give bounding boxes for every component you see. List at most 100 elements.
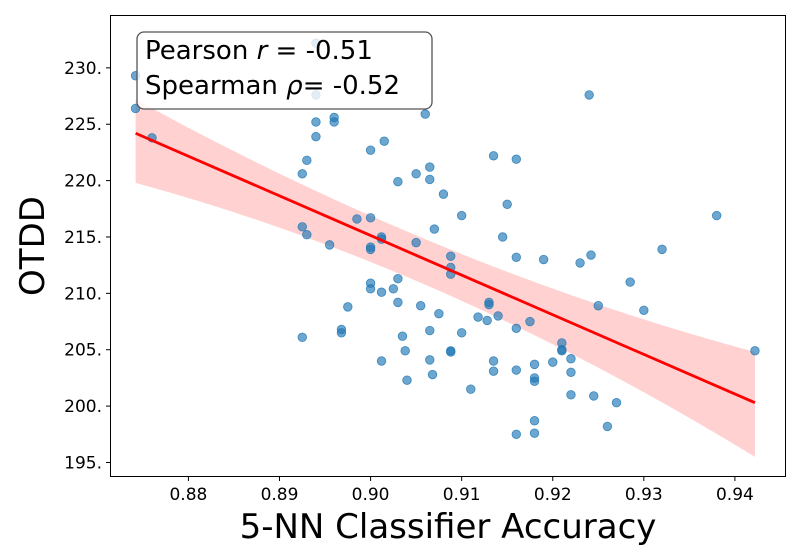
data-point — [365, 213, 376, 223]
y-tick-label: 195. — [64, 453, 102, 473]
data-point — [376, 356, 387, 366]
data-point — [411, 237, 421, 248]
y-axis-label: OTDD — [13, 196, 53, 296]
data-point — [388, 284, 399, 294]
y-tick-label: 205. — [64, 341, 102, 361]
data-point — [336, 328, 347, 338]
data-point — [548, 357, 558, 367]
data-point — [538, 254, 549, 265]
x-tick-label: 0.91 — [443, 485, 481, 505]
data-point — [529, 428, 540, 438]
data-point — [324, 240, 335, 250]
x-tick-label: 0.92 — [534, 485, 572, 505]
confidence-band — [135, 99, 755, 457]
y-tick-label: 210. — [64, 284, 102, 304]
data-point — [393, 297, 403, 308]
data-point — [329, 117, 339, 127]
data-point — [511, 154, 522, 164]
data-point — [297, 222, 307, 232]
data-point — [311, 131, 321, 142]
data-point — [502, 199, 512, 209]
data-point — [376, 287, 387, 297]
data-point — [511, 365, 522, 375]
data-point — [397, 331, 408, 341]
data-point — [425, 325, 435, 336]
data-point — [511, 429, 522, 439]
data-point — [525, 316, 535, 327]
data-point — [425, 162, 435, 172]
data-point — [488, 366, 499, 376]
data-point — [438, 189, 449, 199]
data-point — [511, 323, 522, 334]
data-point — [497, 232, 508, 242]
data-point — [393, 273, 403, 284]
data-point — [446, 347, 456, 357]
data-point — [365, 284, 376, 294]
data-point — [482, 315, 492, 326]
regression-line — [135, 131, 756, 404]
data-point — [466, 384, 476, 394]
data-point — [611, 398, 622, 408]
y-tick-label: 220. — [64, 172, 102, 192]
plot-area — [130, 38, 760, 457]
data-point — [602, 421, 613, 432]
data-point — [352, 214, 362, 224]
y-tick-label: 225. — [64, 115, 102, 135]
data-point — [566, 354, 576, 364]
data-point — [400, 346, 410, 356]
correlation-annotation: Pearson r = -0.51 Spearman ρ= -0.52 — [136, 31, 433, 110]
x-tick-label: 0.93 — [625, 485, 663, 505]
data-point — [427, 369, 438, 380]
data-point — [393, 177, 403, 187]
x-tick-label: 0.88 — [169, 485, 207, 505]
data-point — [429, 224, 440, 234]
data-point — [711, 210, 722, 221]
data-point — [657, 244, 667, 255]
data-point — [311, 117, 321, 127]
data-point — [379, 136, 389, 146]
y-tick-label: 230. — [64, 59, 102, 79]
data-point — [557, 346, 567, 356]
annotation-box — [136, 31, 433, 110]
data-point — [343, 302, 353, 312]
data-point — [639, 305, 649, 315]
data-point — [566, 390, 576, 400]
data-point — [575, 258, 585, 268]
data-point — [302, 230, 312, 240]
y-tick-label: 215. — [64, 228, 102, 248]
data-point — [589, 391, 599, 401]
data-point — [750, 346, 760, 356]
data-point — [484, 297, 494, 308]
data-point — [493, 311, 503, 321]
x-tick-label: 0.90 — [352, 485, 390, 505]
data-point — [302, 155, 312, 166]
data-point — [297, 169, 307, 179]
data-point — [425, 355, 435, 365]
data-point — [425, 174, 435, 185]
data-point — [511, 252, 522, 262]
data-point — [529, 359, 540, 370]
data-point — [411, 169, 421, 179]
data-point — [529, 376, 540, 386]
data-point — [584, 90, 594, 100]
data-point — [488, 356, 499, 366]
data-point — [456, 210, 467, 221]
data-point — [446, 251, 456, 261]
x-tick-label: 0.89 — [261, 485, 299, 505]
y-tick-label: 200. — [64, 397, 102, 417]
data-point — [488, 151, 499, 161]
data-point — [415, 301, 426, 311]
data-point — [529, 416, 540, 426]
x-tick-label: 0.94 — [716, 485, 754, 505]
spearman-text: Spearman ρ= -0.52 — [145, 71, 400, 101]
x-axis-ticks: 0.88 0.89 0.90 0.91 0.92 0.93 0.94 — [169, 476, 754, 505]
data-point — [593, 301, 603, 311]
data-point — [456, 328, 467, 338]
data-point — [365, 244, 376, 255]
x-axis-label: 5-NN Classifier Accuracy — [240, 507, 657, 547]
data-point — [586, 250, 596, 260]
y-axis-ticks: 195. 200. 205. 210. 215. 220. 225. 230. — [64, 59, 111, 473]
data-point — [297, 332, 307, 343]
axes-frame — [110, 15, 786, 477]
